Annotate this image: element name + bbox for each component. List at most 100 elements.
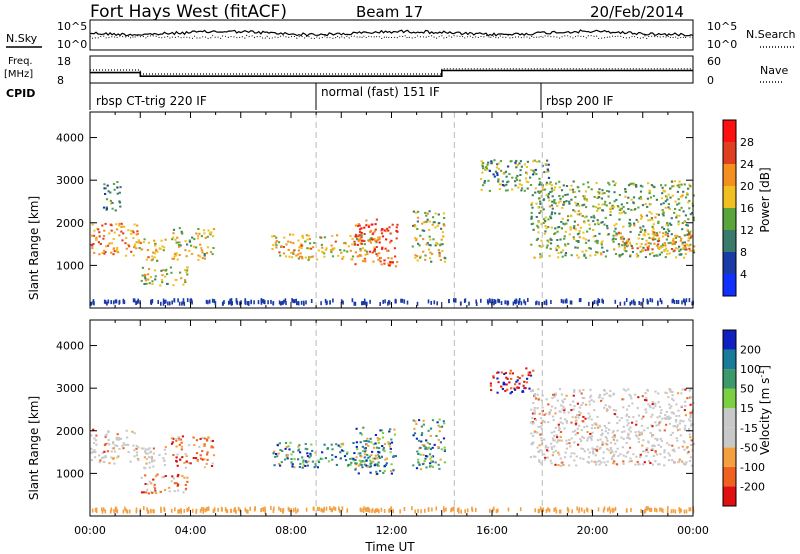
scatter-point <box>425 220 428 223</box>
scatter-point <box>559 464 562 467</box>
scatter-point <box>676 184 679 187</box>
scatter-point <box>304 447 307 450</box>
scatter-point <box>583 198 587 201</box>
scatter-point <box>438 255 441 258</box>
scatter-point <box>425 439 428 442</box>
ground-echo-point <box>562 299 565 304</box>
ground-echo-point <box>675 300 678 304</box>
scatter-point <box>205 462 208 465</box>
scatter-point <box>678 202 681 205</box>
scatter-point <box>607 432 610 435</box>
scatter-point <box>544 230 547 233</box>
scatter-point <box>199 255 202 258</box>
scatter-point <box>631 250 635 253</box>
scatter-point <box>116 186 119 189</box>
scatter-point <box>689 420 692 423</box>
scatter-point <box>614 253 618 255</box>
scatter-point <box>186 243 189 246</box>
scatter-point <box>598 463 601 466</box>
scatter-point <box>541 406 544 409</box>
scatter-point <box>629 457 632 460</box>
ground-echo-point <box>493 506 495 511</box>
scatter-point <box>666 417 669 420</box>
scatter-point <box>549 409 552 412</box>
scatter-point <box>147 256 150 259</box>
ground-echo-point <box>162 301 165 306</box>
scatter-point <box>671 391 674 393</box>
scatter-point <box>109 199 112 202</box>
ground-echo-point <box>442 506 445 511</box>
scatter-point <box>670 233 673 236</box>
scatter-point <box>670 223 673 226</box>
scatter-point <box>632 416 635 419</box>
scatter-point <box>539 200 542 203</box>
scatter-point <box>413 427 416 430</box>
nave-tick-low: 0 <box>707 74 714 87</box>
scatter-point <box>375 246 378 248</box>
scatter-point <box>605 392 608 395</box>
scatter-point <box>613 230 616 233</box>
scatter-point <box>626 419 629 422</box>
ground-echo-point <box>388 300 390 304</box>
scatter-point <box>368 224 371 227</box>
scatter-point <box>547 421 550 424</box>
scatter-point <box>539 256 542 259</box>
scatter-point <box>424 258 427 261</box>
ground-echo-point <box>294 507 297 512</box>
ground-echo-point <box>341 506 344 511</box>
scatter-point <box>563 427 566 430</box>
scatter-point <box>127 243 130 246</box>
scatter-point <box>412 210 415 213</box>
scatter-point <box>533 409 536 412</box>
ground-echo-point <box>171 508 173 513</box>
scatter-point <box>576 432 579 435</box>
scatter-point <box>570 254 573 257</box>
scatter-point <box>583 203 586 206</box>
scatter-point <box>170 480 173 483</box>
scatter-point <box>536 224 539 227</box>
scatter-point <box>685 248 688 251</box>
scatter-point <box>649 406 652 409</box>
scatter-point <box>212 235 215 238</box>
scatter-point <box>558 453 561 456</box>
scatter-point <box>600 399 603 402</box>
scatter-point <box>482 184 485 187</box>
scatter-point <box>386 249 389 252</box>
scatter-point <box>525 172 528 175</box>
scatter-point <box>573 441 576 444</box>
ground-echo-point <box>202 507 205 512</box>
scatter-point <box>422 423 425 426</box>
colorbar-frame <box>722 329 737 507</box>
scatter-point <box>119 437 123 440</box>
scatter-point <box>663 228 666 230</box>
scatter-point <box>560 404 563 407</box>
scatter-point <box>113 462 116 465</box>
scatter-point <box>545 181 548 184</box>
scatter-point <box>683 409 686 412</box>
ground-echo-point <box>247 509 249 514</box>
scatter-point <box>443 256 446 259</box>
scatter-point <box>589 396 592 399</box>
scatter-point <box>351 457 354 460</box>
scatter-point <box>387 441 390 444</box>
ground-echo-point <box>504 300 506 305</box>
scatter-point <box>116 228 119 231</box>
scatter-point <box>95 236 98 239</box>
scatter-point <box>549 247 552 250</box>
scatter-point <box>603 393 606 396</box>
scatter-point <box>594 454 597 457</box>
freq-series-line <box>90 69 693 77</box>
scatter-point <box>644 450 647 453</box>
scatter-point <box>297 448 301 451</box>
scatter-point <box>186 480 189 483</box>
scatter-point <box>688 433 691 436</box>
scatter-point <box>420 425 423 428</box>
scatter-point <box>670 217 673 220</box>
scatter-point <box>483 180 486 182</box>
scatter-point <box>377 258 380 261</box>
colorbar-tick-label: -200 <box>740 480 765 493</box>
radar-title: Fort Hays West (fitACF) <box>90 2 287 22</box>
scatter-point <box>628 225 631 228</box>
x-tick-label: 08:00 <box>275 524 307 537</box>
scatter-point <box>581 420 584 423</box>
